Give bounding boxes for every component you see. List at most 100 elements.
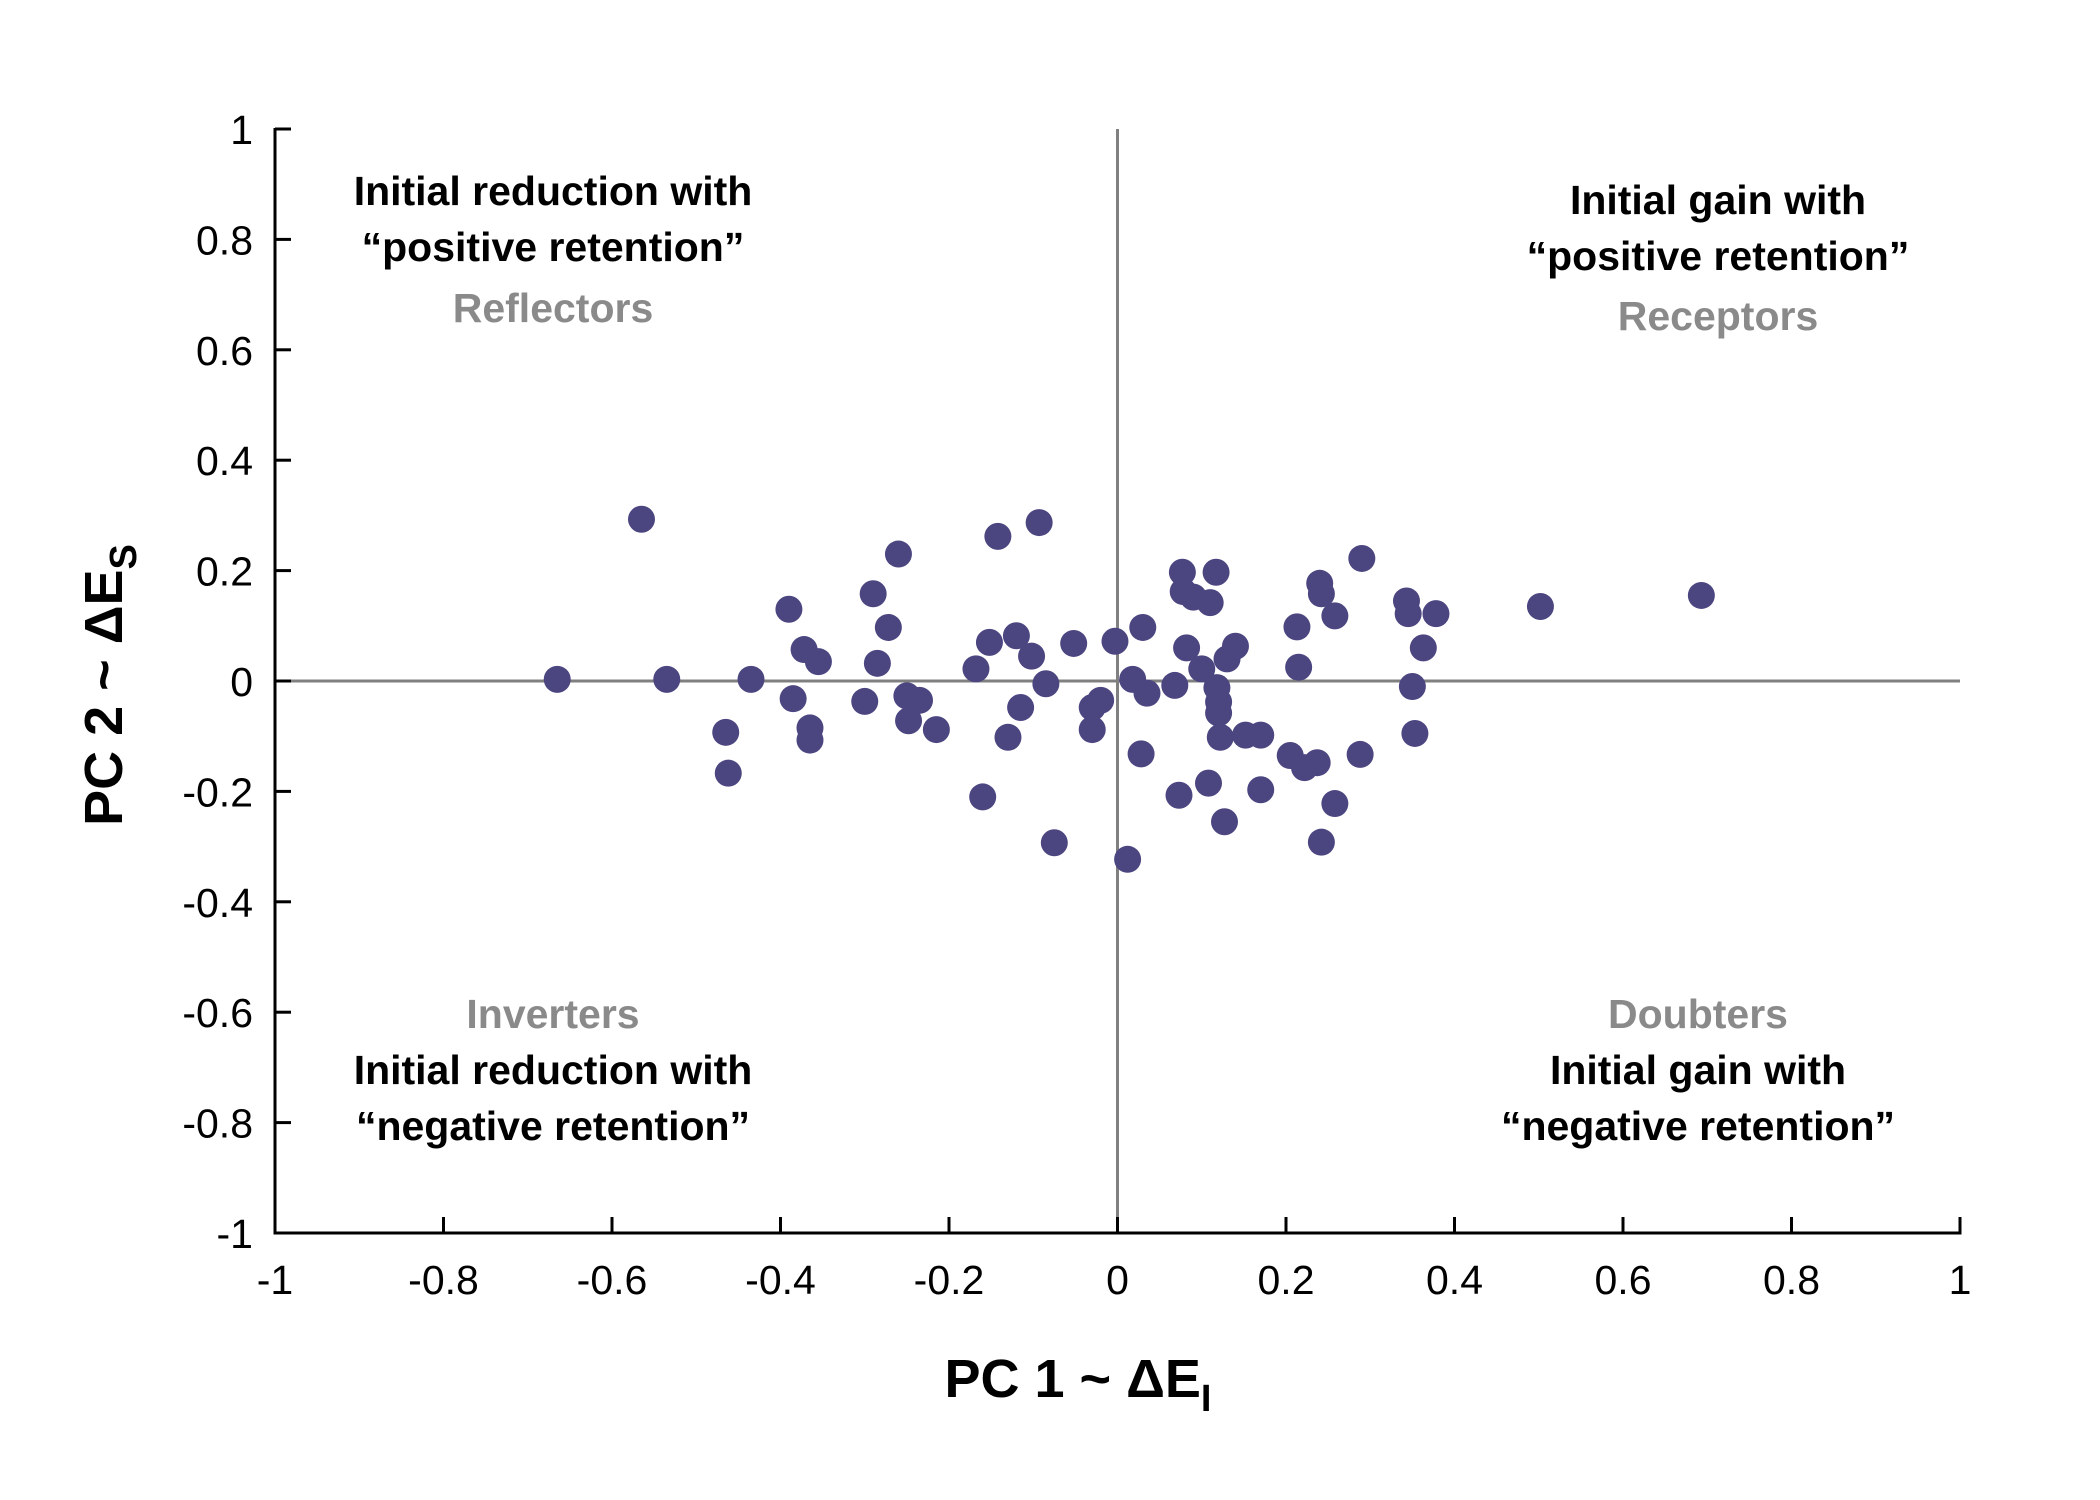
data-point: [714, 759, 742, 787]
quadrant-top-left-line1: Initial reduction with: [354, 168, 753, 214]
quadrant-bottom-right-line2: “negative retention”: [1501, 1103, 1895, 1149]
data-point: [779, 685, 807, 713]
data-point: [1194, 769, 1222, 797]
x-tick-label: 0.2: [1258, 1257, 1315, 1303]
quadrant-top-right-line2: “positive retention”: [1527, 233, 1910, 279]
tick-labels: -1 -0.8 -0.6 -0.4 -0.2 0 0.2 0.4 0.6 0.8 1 -1 -0.8 -0…: [182, 107, 1971, 1303]
x-tick-label: 0.8: [1763, 1257, 1820, 1303]
data-point: [994, 723, 1022, 751]
quadrant-top-left-name: Reflectors: [453, 285, 654, 331]
y-tick-label: -0.6: [182, 990, 253, 1036]
y-axis-title: PC 2 ~ ΔES: [74, 544, 145, 826]
data-point: [984, 522, 1012, 550]
quadrant-top-left: Initial reduction with “positive retenti…: [354, 168, 753, 331]
data-point: [859, 580, 887, 608]
data-point: [1188, 655, 1216, 683]
x-tick-label: -1: [257, 1257, 293, 1303]
data-point: [543, 665, 571, 693]
data-point: [1165, 781, 1193, 809]
data-point: [1002, 622, 1030, 650]
quadrant-top-right-name: Receptors: [1618, 293, 1819, 339]
quadrant-top-right-line1: Initial gain with: [1570, 177, 1866, 223]
data-points: [543, 505, 1715, 873]
data-point: [653, 665, 681, 693]
data-point: [1205, 699, 1233, 727]
data-point: [1133, 679, 1161, 707]
data-point: [1687, 581, 1715, 609]
data-point: [1321, 602, 1349, 630]
ticks: [273, 127, 1962, 1235]
y-tick-label: 1: [230, 107, 253, 153]
data-point: [737, 665, 765, 693]
x-tick-label: 0: [1106, 1257, 1129, 1303]
x-tick-label: -0.4: [745, 1257, 816, 1303]
data-point: [1285, 653, 1313, 681]
x-tick-label: 0.4: [1426, 1257, 1483, 1303]
y-tick-label: 0.8: [196, 217, 253, 263]
data-point: [922, 716, 950, 744]
quadrant-top-left-line2: “positive retention”: [362, 224, 745, 270]
y-tick-label: 0: [230, 659, 253, 705]
data-point: [1114, 845, 1142, 873]
x-tick-label: -0.8: [408, 1257, 479, 1303]
quadrant-bottom-left: Inverters Initial reduction with “negati…: [354, 991, 753, 1149]
data-point: [804, 648, 832, 676]
y-tick-label: -0.2: [182, 769, 253, 815]
y-tick-label: 0.6: [196, 328, 253, 374]
data-point: [1196, 589, 1224, 617]
y-tick-label: -0.4: [182, 880, 253, 926]
y-axis-title-subscript: S: [103, 544, 145, 569]
data-point: [969, 783, 997, 811]
data-point: [1307, 828, 1335, 856]
data-point: [874, 613, 902, 641]
data-point: [1303, 749, 1331, 777]
data-point: [1247, 776, 1275, 804]
data-point: [627, 505, 655, 533]
y-tick-label: 0.4: [196, 438, 253, 484]
data-point: [712, 718, 740, 746]
data-point: [1025, 509, 1053, 537]
data-point: [1078, 716, 1106, 744]
data-point: [1210, 808, 1238, 836]
quadrant-bottom-right: Doubters Initial gain with “negative ret…: [1501, 991, 1895, 1149]
data-point: [863, 649, 891, 677]
data-point: [1283, 613, 1311, 641]
data-point: [1101, 627, 1129, 655]
x-axis-title-main: PC 1 ~ ΔE: [945, 1349, 1201, 1409]
data-point: [1348, 544, 1376, 572]
data-point: [1307, 580, 1335, 608]
data-point: [962, 655, 990, 683]
data-point: [1409, 634, 1437, 662]
data-point: [884, 540, 912, 568]
data-point: [1127, 740, 1155, 768]
data-point: [1394, 600, 1422, 628]
data-point: [1168, 558, 1196, 586]
data-point: [1040, 829, 1068, 857]
data-point: [1129, 613, 1157, 641]
data-point: [1202, 558, 1230, 586]
data-point: [1173, 634, 1201, 662]
x-tick-label: 0.6: [1595, 1257, 1652, 1303]
x-tick-label: -0.6: [577, 1257, 648, 1303]
data-point: [1018, 642, 1046, 670]
y-tick-label: 0.2: [196, 549, 253, 595]
data-point: [1087, 686, 1115, 714]
y-tick-label: -0.8: [182, 1101, 253, 1147]
data-point: [775, 595, 803, 623]
quadrant-top-right: Initial gain with “positive retention” R…: [1527, 177, 1910, 339]
quadrant-bottom-left-line2: “negative retention”: [356, 1103, 750, 1149]
quadrant-bottom-right-line1: Initial gain with: [1550, 1047, 1846, 1093]
data-point: [851, 687, 879, 715]
data-point: [1422, 600, 1450, 628]
data-point: [796, 726, 824, 754]
quadrant-bottom-left-name: Inverters: [466, 991, 639, 1037]
y-tick-label: -1: [217, 1211, 253, 1257]
data-point: [1401, 719, 1429, 747]
y-axis-title-main: PC 2 ~ ΔE: [74, 569, 134, 825]
data-point: [1221, 632, 1249, 660]
quadrant-bottom-right-name: Doubters: [1608, 991, 1788, 1037]
data-point: [1346, 740, 1374, 768]
data-point: [1060, 629, 1088, 657]
x-tick-label: -0.2: [914, 1257, 985, 1303]
data-point: [1161, 671, 1189, 699]
